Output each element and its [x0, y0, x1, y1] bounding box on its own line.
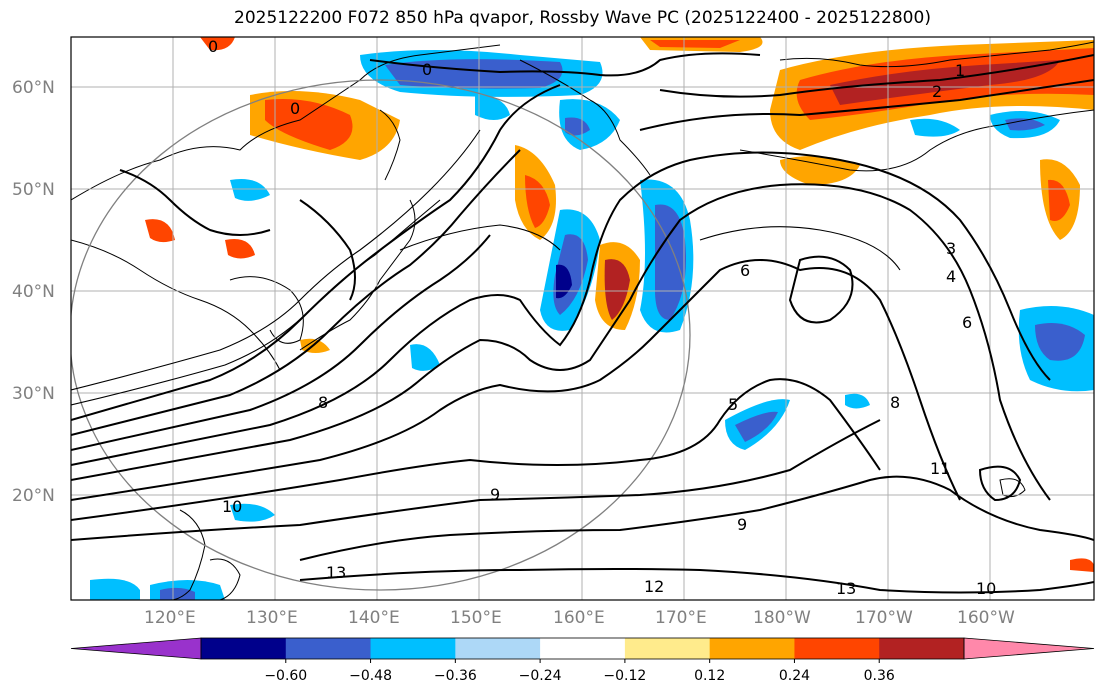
lon-label: 150°E — [450, 608, 502, 628]
map-title: 2025122200 F072 850 hPa qvapor, Rossby W… — [234, 8, 931, 28]
coastlines — [71, 41, 1094, 600]
analysis-region-circle — [71, 79, 691, 591]
lon-label: 170°E — [655, 608, 707, 628]
shaded-anomaly-fields — [90, 37, 1094, 600]
colorbar-tick-label: −0.60 — [264, 668, 307, 684]
contour-label: 11 — [930, 459, 950, 478]
contour-label: 2 — [932, 82, 942, 101]
contour-label: 1 — [955, 61, 965, 80]
lat-label: 50°N — [12, 180, 55, 200]
lat-label: 60°N — [12, 78, 55, 98]
colorbar-swatch — [455, 638, 541, 659]
colorbar-tick-label: 0.24 — [779, 668, 810, 684]
lat-label: 30°N — [12, 384, 55, 404]
contour-label: 4 — [946, 267, 956, 286]
lon-label: 160°W — [957, 608, 1015, 628]
map-plot-area: 0 0 0 1 2 3 4 5 6 6 8 8 9 9 10 10 11 12 … — [71, 37, 1094, 600]
colorbar-swatch — [201, 638, 287, 659]
contour-label: 6 — [740, 261, 750, 280]
contour-label: 6 — [962, 313, 972, 332]
colorbar-frame — [200, 637, 965, 660]
lon-label: 120°E — [144, 608, 196, 628]
lon-label: 170°W — [855, 608, 913, 628]
colorbar-extend-low — [70, 637, 202, 660]
contour-label: 10 — [976, 579, 996, 598]
colorbar-swatch — [540, 638, 626, 659]
colorbar-swatch — [370, 638, 456, 659]
contour-label: 8 — [890, 393, 900, 412]
qvapor-contours — [71, 52, 1094, 594]
colorbar-tick-label: −0.36 — [434, 668, 477, 684]
contour-label: 3 — [946, 239, 956, 258]
contour-label: 10 — [222, 497, 242, 516]
colorbar: −0.60 −0.48 −0.36 −0.24 −0.12 0.12 0.24 0.36 — [70, 637, 1095, 684]
colorbar-tick-label: −0.12 — [603, 668, 646, 684]
lon-label: 140°E — [348, 608, 400, 628]
colorbar-tick-label: −0.24 — [519, 668, 562, 684]
contour-label: 13 — [836, 579, 856, 598]
colorbar-swatch — [624, 638, 711, 659]
longitude-labels: 120°E 130°E 140°E 150°E 160°E 170°E 180°… — [144, 608, 1015, 628]
contour-label: 8 — [318, 393, 328, 412]
colorbar-swatch — [794, 638, 880, 659]
contour-label: 0 — [208, 37, 218, 56]
colorbar-swatch — [709, 638, 795, 659]
colorbar-extend-high — [963, 637, 1095, 660]
thin-contours — [71, 129, 901, 406]
map-frame — [70, 36, 1095, 601]
colorbar-swatch — [879, 638, 965, 659]
contour-label: 13 — [326, 563, 346, 582]
contour-label: 9 — [490, 485, 500, 504]
contour-label: 0 — [422, 60, 432, 79]
colorbar-tick-label: −0.48 — [349, 668, 392, 684]
lon-label: 130°E — [246, 608, 298, 628]
contour-label-group: 0 0 0 1 2 3 4 5 6 6 8 8 9 9 10 10 11 12 … — [208, 37, 996, 598]
lat-label: 40°N — [12, 282, 55, 302]
lat-label: 20°N — [12, 486, 55, 506]
colorbar-tick-label: 0.36 — [864, 668, 895, 684]
contour-label: 9 — [737, 515, 747, 534]
contour-label: 12 — [644, 577, 664, 596]
colorbar-tick-label: 0.12 — [694, 668, 725, 684]
lon-label: 160°E — [553, 608, 605, 628]
latitude-labels: 60°N 50°N 40°N 30°N 20°N — [12, 78, 55, 506]
colorbar-swatch — [285, 638, 372, 659]
contour-label: 0 — [290, 99, 300, 118]
graticule — [71, 37, 1094, 600]
lon-label: 180°W — [753, 608, 811, 628]
contour-label: 5 — [728, 395, 738, 414]
